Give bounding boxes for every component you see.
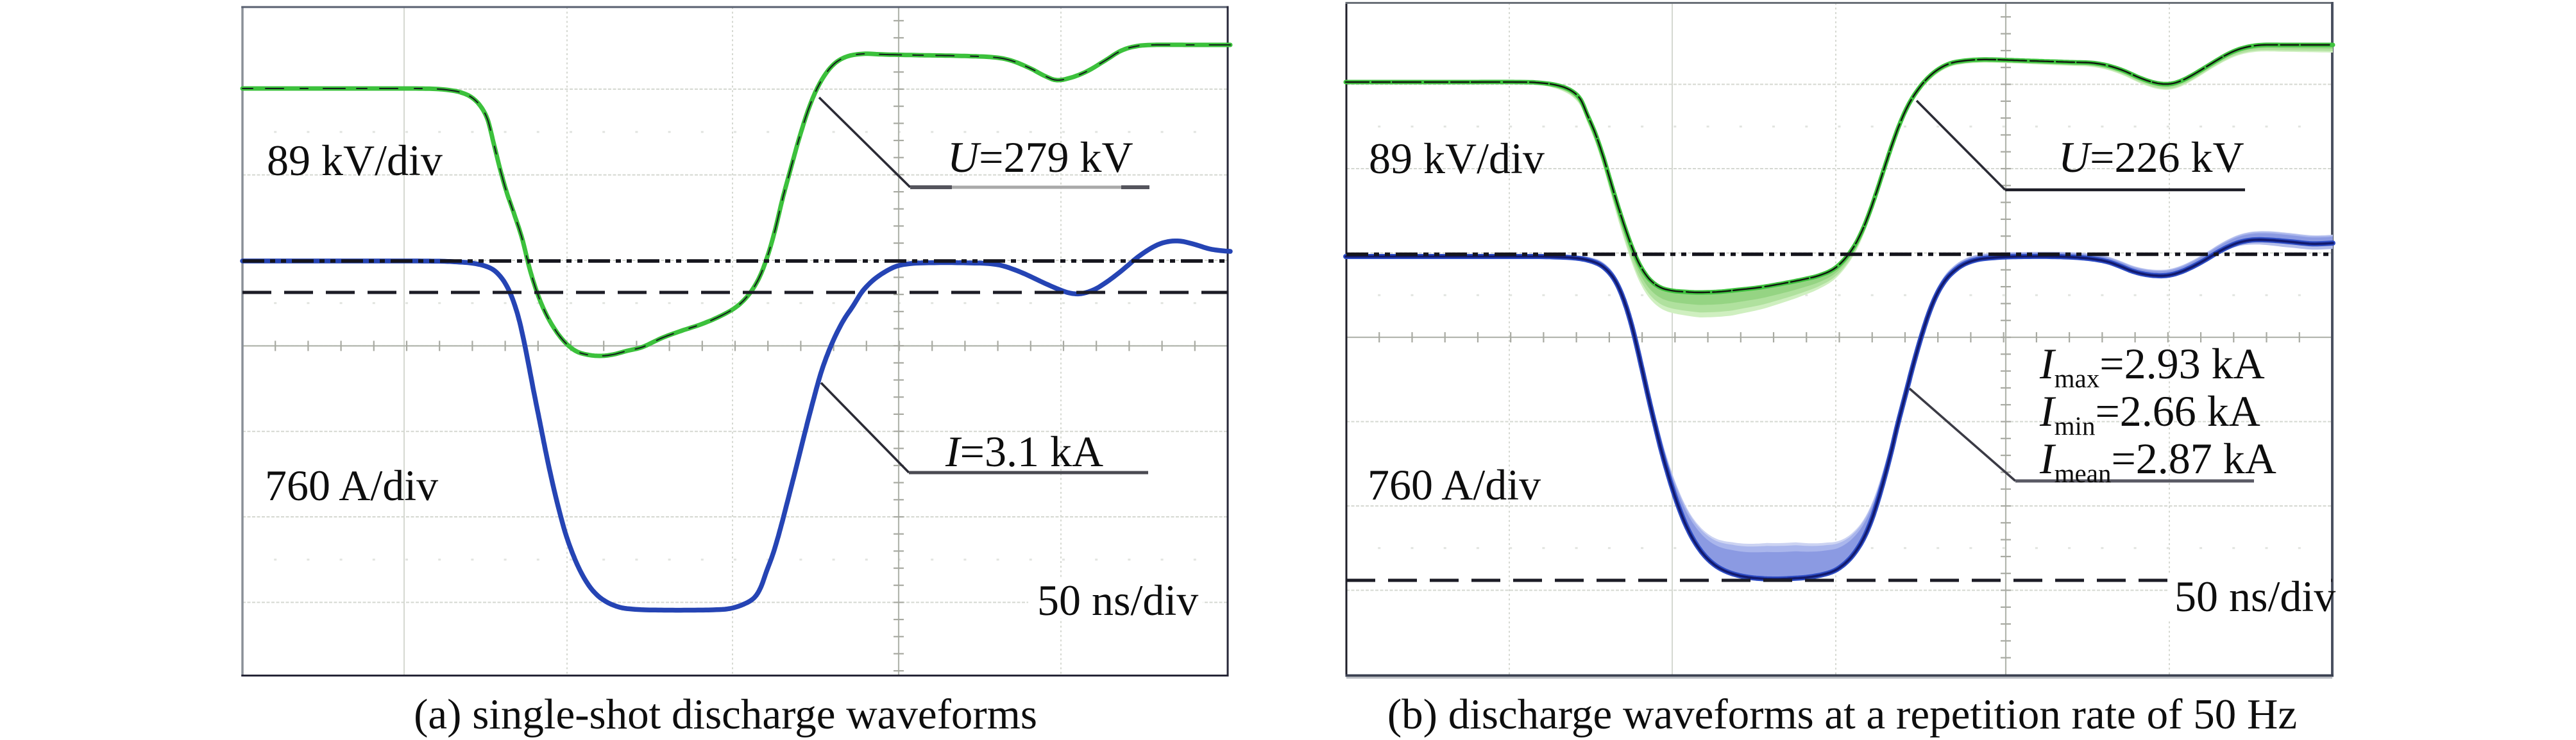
svg-text:(b) discharge waveforms at a r: (b) discharge waveforms at a repetition … (1387, 691, 2297, 738)
svg-text:Imin=2.66 kA: Imin=2.66 kA (2039, 387, 2260, 441)
svg-text:U=226 kV: U=226 kV (2058, 133, 2244, 181)
svg-text:U=279 kV: U=279 kV (947, 133, 1133, 181)
svg-text:89 kV/div: 89 kV/div (1369, 134, 1545, 183)
svg-text:760 A/div: 760 A/div (1368, 460, 1541, 509)
svg-text:(a) single-shot discharge wave: (a) single-shot discharge waveforms (414, 691, 1037, 738)
svg-text:Imean=2.87 kA: Imean=2.87 kA (2039, 434, 2276, 488)
svg-text:50 ns/div: 50 ns/div (2174, 572, 2335, 621)
svg-text:89 kV/div: 89 kV/div (267, 136, 443, 185)
svg-text:Imax=2.93 kA: Imax=2.93 kA (2039, 339, 2265, 393)
svg-text:50 ns/div: 50 ns/div (1037, 576, 1198, 625)
svg-text:760 A/div: 760 A/div (265, 461, 438, 510)
svg-text:I=3.1 kA: I=3.1 kA (945, 427, 1103, 476)
